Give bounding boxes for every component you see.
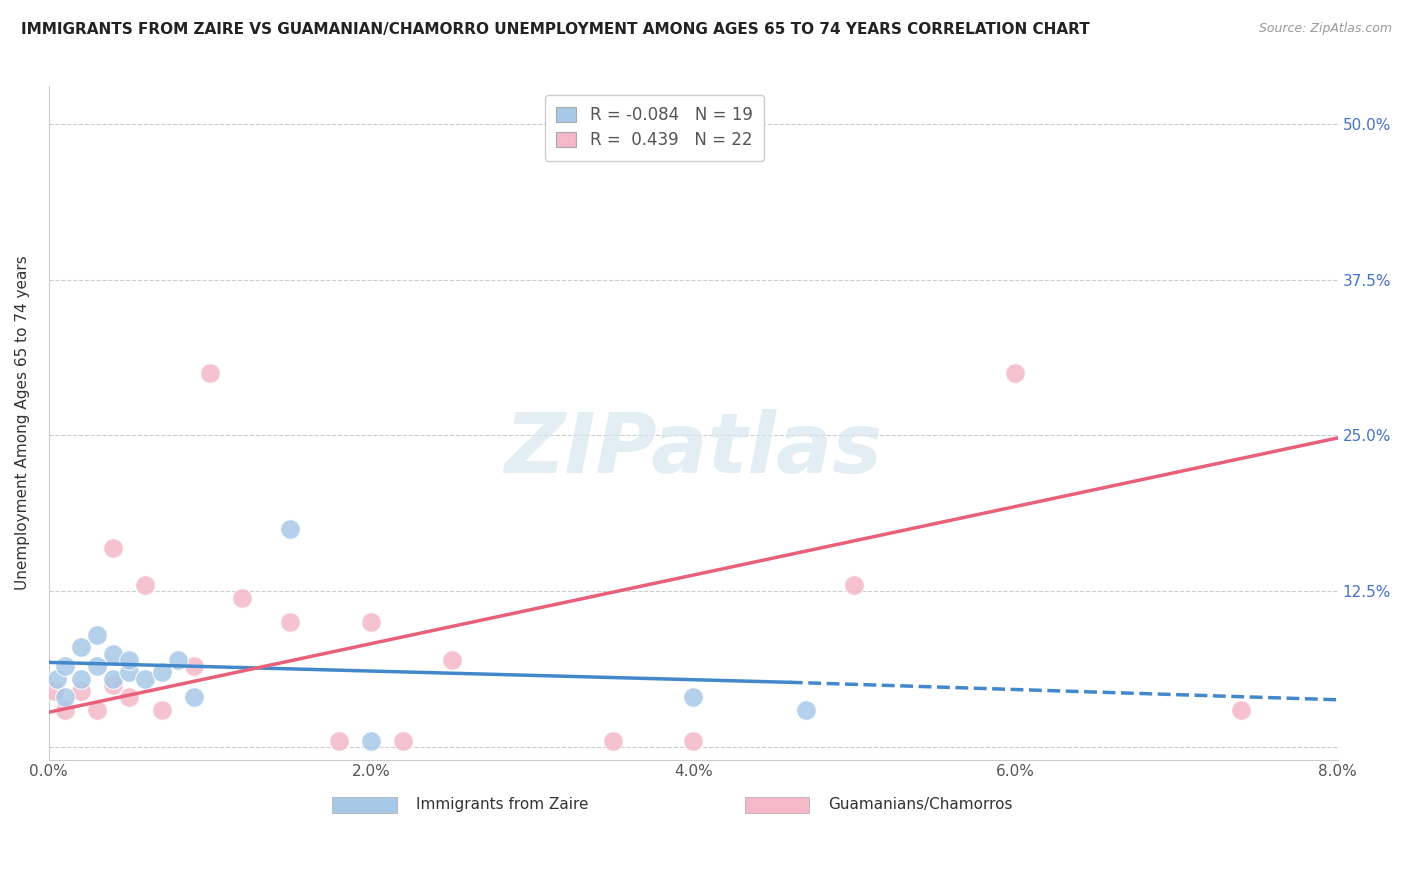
Point: [328, 734, 350, 748]
Point: [45, 672, 67, 686]
Point: [134, 578, 156, 592]
Point: [86, 659, 108, 673]
Point: [70, 684, 93, 698]
Point: [53, 659, 76, 673]
Text: Immigrants from Zaire: Immigrants from Zaire: [416, 797, 589, 813]
Point: [118, 690, 141, 705]
FancyBboxPatch shape: [332, 797, 396, 814]
Point: [183, 690, 205, 705]
Point: [103, 678, 125, 692]
Point: [150, 703, 173, 717]
Point: [118, 665, 141, 680]
Point: [682, 690, 704, 705]
Point: [134, 672, 156, 686]
Point: [392, 734, 415, 748]
Point: [198, 366, 221, 380]
Point: [682, 734, 704, 748]
Point: [53, 690, 76, 705]
Point: [166, 653, 188, 667]
Legend: R = -0.084   N = 19, R =  0.439   N = 22: R = -0.084 N = 19, R = 0.439 N = 22: [544, 95, 765, 161]
Point: [844, 578, 866, 592]
Point: [42, 684, 65, 698]
Point: [53, 703, 76, 717]
Point: [70, 672, 93, 686]
Point: [103, 541, 125, 555]
Point: [602, 734, 624, 748]
Point: [280, 522, 302, 536]
Point: [86, 703, 108, 717]
Point: [360, 615, 382, 630]
Point: [150, 665, 173, 680]
Point: [440, 653, 463, 667]
Point: [103, 647, 125, 661]
Point: [118, 653, 141, 667]
Point: [280, 615, 302, 630]
Point: [231, 591, 253, 605]
Text: IMMIGRANTS FROM ZAIRE VS GUAMANIAN/CHAMORRO UNEMPLOYMENT AMONG AGES 65 TO 74 YEA: IMMIGRANTS FROM ZAIRE VS GUAMANIAN/CHAMO…: [21, 22, 1090, 37]
Point: [70, 640, 93, 655]
Point: [86, 628, 108, 642]
Point: [183, 659, 205, 673]
Text: Source: ZipAtlas.com: Source: ZipAtlas.com: [1258, 22, 1392, 36]
Point: [103, 672, 125, 686]
Point: [794, 703, 817, 717]
Point: [1004, 366, 1026, 380]
Point: [360, 734, 382, 748]
FancyBboxPatch shape: [745, 797, 810, 814]
Point: [1230, 703, 1253, 717]
Y-axis label: Unemployment Among Ages 65 to 74 years: Unemployment Among Ages 65 to 74 years: [15, 256, 30, 591]
Text: Guamanians/Chamorros: Guamanians/Chamorros: [828, 797, 1014, 813]
Text: ZIPatlas: ZIPatlas: [505, 409, 882, 491]
